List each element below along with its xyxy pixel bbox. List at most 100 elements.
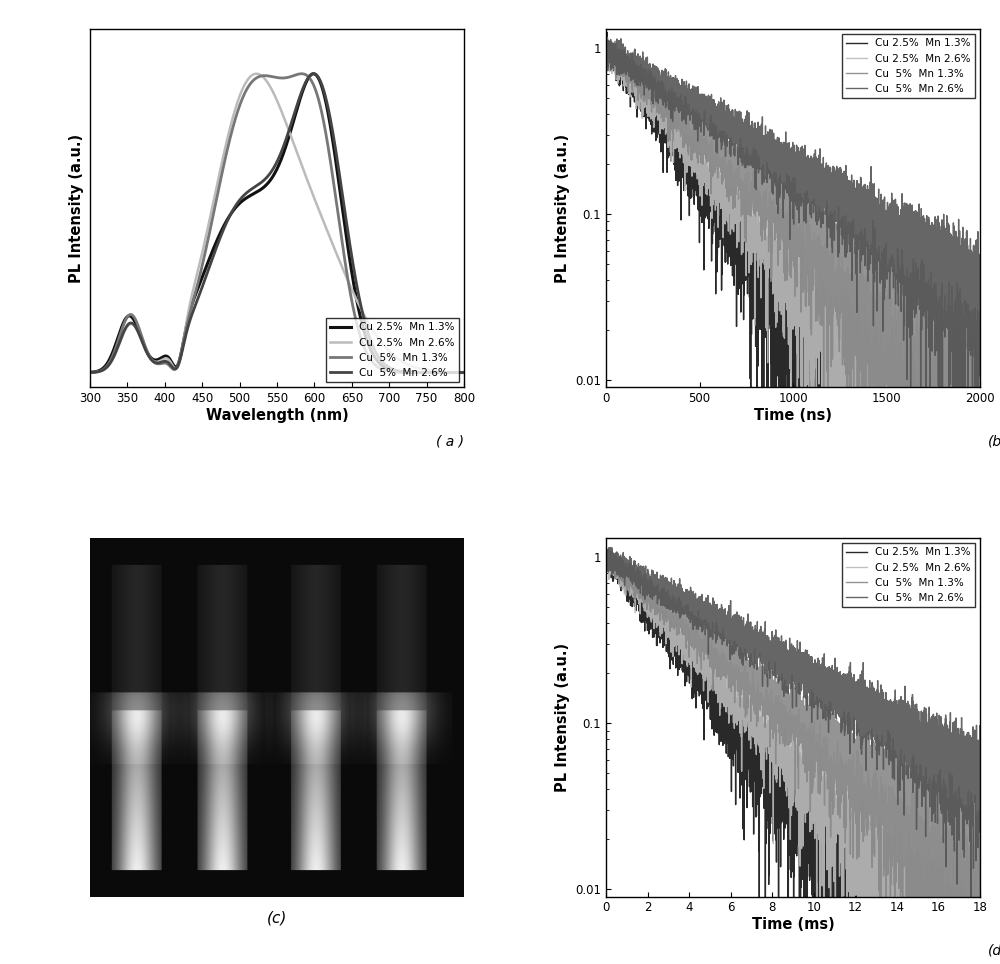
Line: Cu 2.5%  Mn 2.6%: Cu 2.5% Mn 2.6% [606, 41, 980, 546]
Cu  5%  Mn 1.3% [619, 572, 631, 583]
Cu  5%  Mn 1.3% [974, 897, 986, 909]
Cu 2.5%  Mn 1.3% [619, 575, 631, 586]
Cu  5%  Mn 2.6% [974, 254, 986, 266]
Cu  5%  Mn 1.3% [458, 366, 470, 378]
Line: Cu  5%  Mn 2.6%: Cu 5% Mn 2.6% [606, 39, 980, 546]
Cu  5%  Mn 1.3% [877, 278, 889, 289]
Cu 2.5%  Mn 1.3% [838, 818, 850, 830]
Cu  5%  Mn 1.3% [821, 725, 833, 736]
Y-axis label: PL Intensity (a.u.): PL Intensity (a.u.) [69, 134, 84, 282]
Cu  5%  Mn 2.6% [897, 710, 909, 721]
Cu  5%  Mn 2.6% [282, 126, 294, 138]
Cu  5%  Mn 2.6% [158, 356, 170, 367]
Cu  5%  Mn 2.6% [600, 551, 612, 563]
Cu 2.5%  Mn 1.3% [600, 559, 612, 571]
Cu 2.5%  Mn 2.6% [877, 818, 889, 830]
Cu  5%  Mn 2.6% [619, 44, 631, 56]
Cu 2.5%  Mn 1.3% [84, 366, 96, 378]
Cu 2.5%  Mn 1.3% [735, 722, 747, 734]
Cu  5%  Mn 2.6% [735, 616, 747, 628]
Cu 2.5%  Mn 1.3% [282, 133, 294, 145]
Cu 2.5%  Mn 2.6% [800, 540, 812, 551]
Cu 2.5%  Mn 1.3% [974, 454, 986, 466]
Text: ( a ): ( a ) [436, 434, 464, 448]
Cu 2.5%  Mn 2.6% [838, 781, 850, 792]
Cu 2.5%  Mn 1.3% [821, 829, 833, 841]
Cu 2.5%  Mn 1.3% [226, 206, 238, 218]
Line: Cu 2.5%  Mn 1.3%: Cu 2.5% Mn 1.3% [606, 33, 980, 546]
Cu 2.5%  Mn 2.6% [158, 353, 170, 364]
Cu 2.5%  Mn 2.6% [821, 299, 833, 310]
Line: Cu  5%  Mn 1.3%: Cu 5% Mn 1.3% [90, 73, 464, 372]
Cu 2.5%  Mn 2.6% [974, 540, 986, 551]
Cu 2.5%  Mn 1.3% [619, 68, 631, 80]
Cu  5%  Mn 2.6% [235, 193, 247, 204]
Cu  5%  Mn 1.3% [381, 365, 393, 377]
Cu  5%  Mn 1.3% [235, 96, 247, 108]
Cu 2.5%  Mn 2.6% [600, 49, 612, 61]
Cu 2.5%  Mn 2.6% [458, 366, 470, 378]
Cu 2.5%  Mn 1.3% [838, 282, 850, 294]
Cu 2.5%  Mn 1.3% [735, 219, 747, 230]
Cu  5%  Mn 1.3% [619, 55, 631, 67]
Cu  5%  Mn 2.6% [735, 156, 747, 168]
Cu  5%  Mn 1.3% [838, 722, 850, 734]
Legend: Cu 2.5%  Mn 1.3%, Cu 2.5%  Mn 2.6%, Cu  5%  Mn 1.3%, Cu  5%  Mn 2.6%: Cu 2.5% Mn 1.3%, Cu 2.5% Mn 2.6%, Cu 5% … [326, 318, 459, 382]
Text: (d): (d) [987, 943, 1000, 957]
Cu  5%  Mn 1.3% [158, 358, 170, 369]
Cu  5%  Mn 1.3% [877, 772, 889, 784]
Line: Cu  5%  Mn 1.3%: Cu 5% Mn 1.3% [606, 38, 980, 546]
Line: Cu  5%  Mn 2.6%: Cu 5% Mn 2.6% [90, 73, 464, 372]
Cu  5%  Mn 2.6% [821, 670, 833, 682]
Cu  5%  Mn 1.3% [282, 71, 294, 83]
Cu 2.5%  Mn 2.6% [250, 67, 262, 79]
X-axis label: Wavelength (nm): Wavelength (nm) [206, 408, 348, 423]
Cu 2.5%  Mn 1.3% [877, 441, 889, 452]
Cu 2.5%  Mn 2.6% [374, 335, 386, 347]
Cu 2.5%  Mn 2.6% [838, 328, 850, 339]
Cu 2.5%  Mn 1.3% [751, 540, 763, 551]
Cu 2.5%  Mn 2.6% [619, 568, 631, 579]
Cu  5%  Mn 1.3% [897, 781, 909, 792]
Cu  5%  Mn 1.3% [842, 540, 854, 551]
Cu 2.5%  Mn 1.3% [158, 351, 170, 362]
Cu 2.5%  Mn 1.3% [307, 67, 319, 79]
Cu 2.5%  Mn 2.6% [601, 544, 613, 555]
Cu  5%  Mn 1.3% [600, 32, 612, 43]
Cu  5%  Mn 2.6% [226, 205, 238, 217]
Cu 2.5%  Mn 2.6% [381, 343, 393, 355]
Cu 2.5%  Mn 2.6% [600, 549, 612, 560]
Legend: Cu 2.5%  Mn 1.3%, Cu 2.5%  Mn 2.6%, Cu  5%  Mn 1.3%, Cu  5%  Mn 2.6%: Cu 2.5% Mn 1.3%, Cu 2.5% Mn 2.6%, Cu 5% … [842, 544, 975, 607]
Cu  5%  Mn 1.3% [226, 124, 238, 136]
Cu 2.5%  Mn 1.3% [381, 362, 393, 374]
Line: Cu  5%  Mn 2.6%: Cu 5% Mn 2.6% [606, 548, 980, 905]
Cu  5%  Mn 2.6% [374, 354, 386, 365]
Line: Cu  5%  Mn 1.3%: Cu 5% Mn 1.3% [606, 549, 980, 964]
Cu 2.5%  Mn 1.3% [600, 543, 612, 554]
Cu  5%  Mn 2.6% [838, 683, 850, 695]
Cu 2.5%  Mn 2.6% [601, 36, 613, 47]
Cu  5%  Mn 2.6% [877, 698, 889, 710]
Cu 2.5%  Mn 2.6% [282, 123, 294, 135]
Cu  5%  Mn 2.6% [84, 366, 96, 378]
Cu  5%  Mn 1.3% [974, 389, 986, 401]
Legend: Cu 2.5%  Mn 1.3%, Cu 2.5%  Mn 2.6%, Cu  5%  Mn 1.3%, Cu  5%  Mn 2.6%: Cu 2.5% Mn 1.3%, Cu 2.5% Mn 2.6%, Cu 5% … [842, 34, 975, 98]
Cu  5%  Mn 2.6% [974, 763, 986, 775]
Cu  5%  Mn 2.6% [619, 560, 631, 572]
Cu 2.5%  Mn 1.3% [458, 366, 470, 378]
Cu  5%  Mn 2.6% [381, 361, 393, 372]
Text: (b): (b) [987, 434, 1000, 448]
Cu 2.5%  Mn 2.6% [226, 114, 238, 125]
Cu  5%  Mn 1.3% [374, 362, 386, 374]
Line: Cu 2.5%  Mn 1.3%: Cu 2.5% Mn 1.3% [90, 73, 464, 372]
Cu  5%  Mn 1.3% [600, 544, 612, 555]
Y-axis label: PL Intensity (a.u.): PL Intensity (a.u.) [555, 134, 570, 282]
X-axis label: Time (ns): Time (ns) [754, 408, 832, 423]
Cu 2.5%  Mn 2.6% [897, 802, 909, 814]
Cu  5%  Mn 1.3% [838, 238, 850, 250]
Cu  5%  Mn 2.6% [821, 173, 833, 184]
Cu 2.5%  Mn 2.6% [619, 71, 631, 83]
Text: (c): (c) [267, 911, 287, 925]
Cu  5%  Mn 1.3% [600, 41, 612, 53]
Cu 2.5%  Mn 1.3% [821, 343, 833, 355]
